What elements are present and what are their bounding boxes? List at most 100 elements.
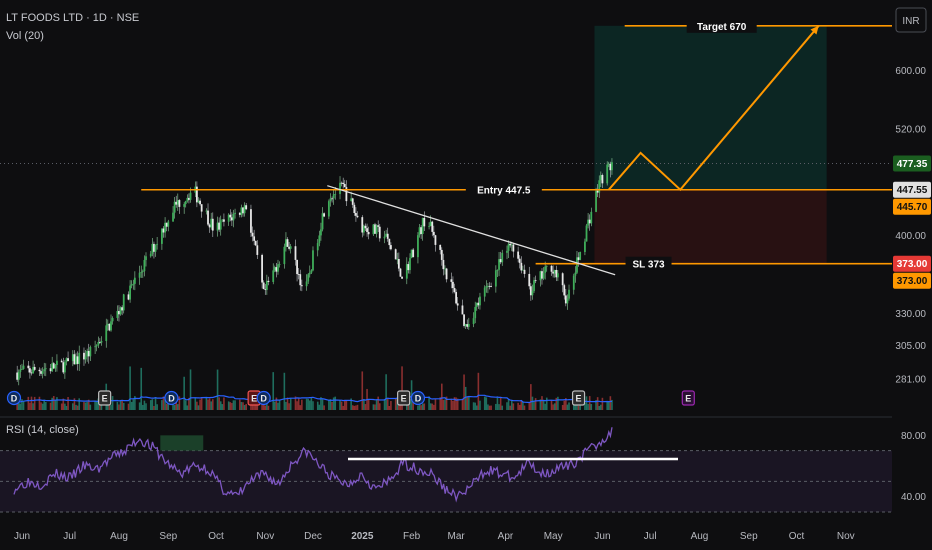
volume-bar <box>401 366 403 410</box>
candle-body <box>178 200 181 207</box>
candle-body <box>153 243 155 252</box>
candle-body <box>195 186 198 203</box>
volume-bar <box>378 403 381 410</box>
candle-body <box>510 244 513 246</box>
candle-body <box>183 204 186 207</box>
volume-bar <box>587 404 589 410</box>
volume-label: Vol (20) <box>6 30 44 42</box>
dividend-marker[interactable] <box>164 390 179 406</box>
candle-body <box>439 244 442 250</box>
candle-body <box>218 222 221 230</box>
volume-bar <box>60 403 63 410</box>
candle-body <box>452 281 454 289</box>
candle-body <box>545 265 548 267</box>
volume-bar <box>277 402 279 410</box>
volume-bar <box>550 400 553 410</box>
candle-body <box>588 219 591 224</box>
candle-body <box>219 220 222 230</box>
volume-bar <box>211 399 214 410</box>
candle-body <box>345 187 348 202</box>
volume-bar <box>340 401 343 410</box>
candle-body <box>383 236 386 239</box>
volume-bar <box>197 405 200 410</box>
candle-body <box>332 194 335 199</box>
candle-body <box>585 225 588 242</box>
descending-trendline[interactable] <box>327 185 616 276</box>
candle-body <box>598 180 601 193</box>
price-tag <box>893 255 931 272</box>
currency-button[interactable] <box>895 7 927 33</box>
candle-body <box>307 274 310 282</box>
candle-body <box>487 285 489 287</box>
time-axis[interactable]: Jun Jul Aug Sep Oct Nov Dec 2025 Feb Mar Apr May Jun… <box>14 531 855 542</box>
candle-body <box>116 311 119 318</box>
candle-body <box>250 209 252 233</box>
price-tick-label: 520.00 <box>895 124 926 135</box>
earnings-marker[interactable] <box>571 390 586 406</box>
candle-body <box>106 323 109 326</box>
volume-bar <box>528 402 531 410</box>
volume-bar <box>490 405 492 410</box>
dividend-marker[interactable] <box>410 390 426 406</box>
currency-button-label[interactable]: INR <box>902 16 919 27</box>
volume-bar <box>398 402 400 410</box>
candle-body <box>444 268 446 270</box>
candle-body <box>133 277 136 284</box>
volume-bars <box>16 366 613 410</box>
candle-body <box>275 267 278 272</box>
dividend-marker[interactable] <box>6 390 22 406</box>
level-label-bg <box>686 18 757 33</box>
volume-bar <box>517 402 519 410</box>
volume-bar <box>576 403 578 410</box>
candle-body <box>151 243 154 254</box>
volume-bar <box>308 400 311 410</box>
volume-bar <box>275 397 278 410</box>
volume-bar <box>444 399 446 410</box>
candle-body <box>342 182 345 184</box>
volume-bar <box>119 399 122 410</box>
volume-bar <box>507 399 510 410</box>
candle-body <box>587 219 590 226</box>
candle-body <box>496 269 499 271</box>
volume-bar <box>264 405 267 410</box>
level-label-target: Target 670 <box>697 22 747 33</box>
time-tick-label: Aug <box>110 531 128 542</box>
volume-bar <box>343 400 346 410</box>
candle-body <box>531 291 534 296</box>
volume-bar <box>111 396 114 410</box>
level-lines[interactable]: Target 670 Entry 447.5 SL 373 <box>141 18 892 271</box>
candle-body <box>474 306 477 319</box>
candle-body <box>577 257 580 260</box>
volume-bar <box>307 399 310 410</box>
candle-body <box>62 362 65 373</box>
candle-body <box>108 323 111 331</box>
earnings-marker[interactable] <box>681 390 695 406</box>
volume-bar <box>65 405 68 410</box>
candle-body <box>294 246 297 260</box>
event-marker-letter: D <box>260 394 267 404</box>
candle-body <box>595 190 597 212</box>
volume-bar <box>116 401 119 410</box>
candle-body <box>507 243 510 251</box>
volume-bar <box>16 403 18 410</box>
volume-bar <box>84 402 87 410</box>
candle-body <box>227 214 230 222</box>
earnings-marker[interactable] <box>98 390 112 406</box>
volume-bar <box>474 402 476 410</box>
symbol-title[interactable]: LT FOODS LTD · 1D · NSE <box>6 12 139 24</box>
candle-body <box>488 285 491 287</box>
candle-body <box>200 204 203 212</box>
candle-body <box>611 162 613 171</box>
candle-body <box>394 249 397 260</box>
earnings-marker[interactable] <box>397 390 411 406</box>
candle-body <box>533 280 535 292</box>
candle-body <box>463 314 465 326</box>
event-marker-letter: E <box>251 394 257 404</box>
time-tick-label: Nov <box>256 531 274 542</box>
candle-body <box>41 371 44 374</box>
projection-path[interactable] <box>608 25 820 192</box>
candle-body <box>542 272 545 279</box>
dividend-marker[interactable] <box>256 390 271 406</box>
